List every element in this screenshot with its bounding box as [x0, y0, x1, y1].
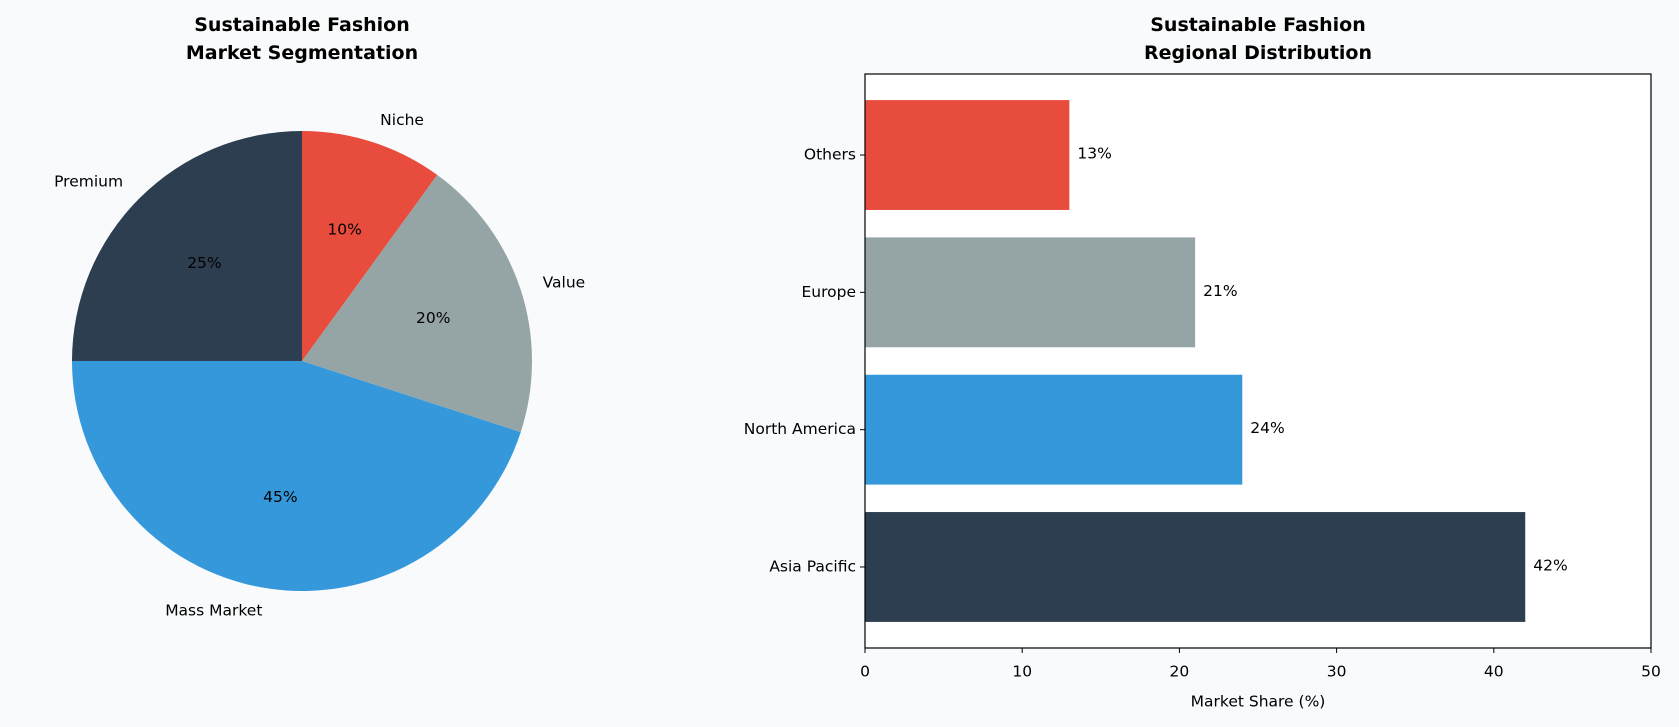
- slice-label: Value: [543, 273, 586, 291]
- x-tick-label: 50: [1641, 663, 1661, 681]
- y-tick-label: Others: [804, 146, 856, 164]
- pie-slice: [302, 174, 532, 433]
- axes-frame: [864, 73, 1652, 649]
- value-label: 25%: [187, 254, 221, 272]
- value-label: 45%: [263, 488, 297, 506]
- x-tick-label: 10: [1012, 663, 1032, 681]
- value-label: 20%: [416, 309, 450, 327]
- x-tick-label: 0: [860, 663, 870, 681]
- value-label: 24%: [1250, 419, 1284, 437]
- bar: [865, 237, 1196, 348]
- chart-title: Sustainable Fashion Regional Distributio…: [1143, 14, 1373, 64]
- pie-slice: [72, 361, 521, 591]
- value-label: 13%: [1077, 145, 1111, 163]
- value-label: 42%: [1533, 556, 1567, 574]
- chart-title: Sustainable Fashion Market Segmentation: [185, 14, 419, 64]
- pie-slice: [72, 131, 302, 361]
- bar: [865, 512, 1526, 622]
- x-tick-label: 30: [1327, 663, 1347, 681]
- x-axis-label: Market Share (%): [1191, 693, 1326, 711]
- slice-label: Premium: [54, 173, 123, 191]
- pie-slice: [302, 131, 438, 361]
- x-tick-label: 40: [1484, 663, 1504, 681]
- bar: [865, 100, 1070, 210]
- y-tick-label: Asia Pacific: [769, 557, 856, 575]
- x-tick-label: 20: [1170, 663, 1190, 681]
- y-tick-label: Europe: [801, 283, 856, 301]
- slice-label: Niche: [380, 111, 424, 129]
- y-tick-label: North America: [744, 420, 856, 438]
- bar: [865, 374, 1243, 485]
- value-label: 10%: [327, 220, 361, 238]
- slice-label: Mass Market: [165, 601, 262, 619]
- value-label: 21%: [1203, 282, 1237, 300]
